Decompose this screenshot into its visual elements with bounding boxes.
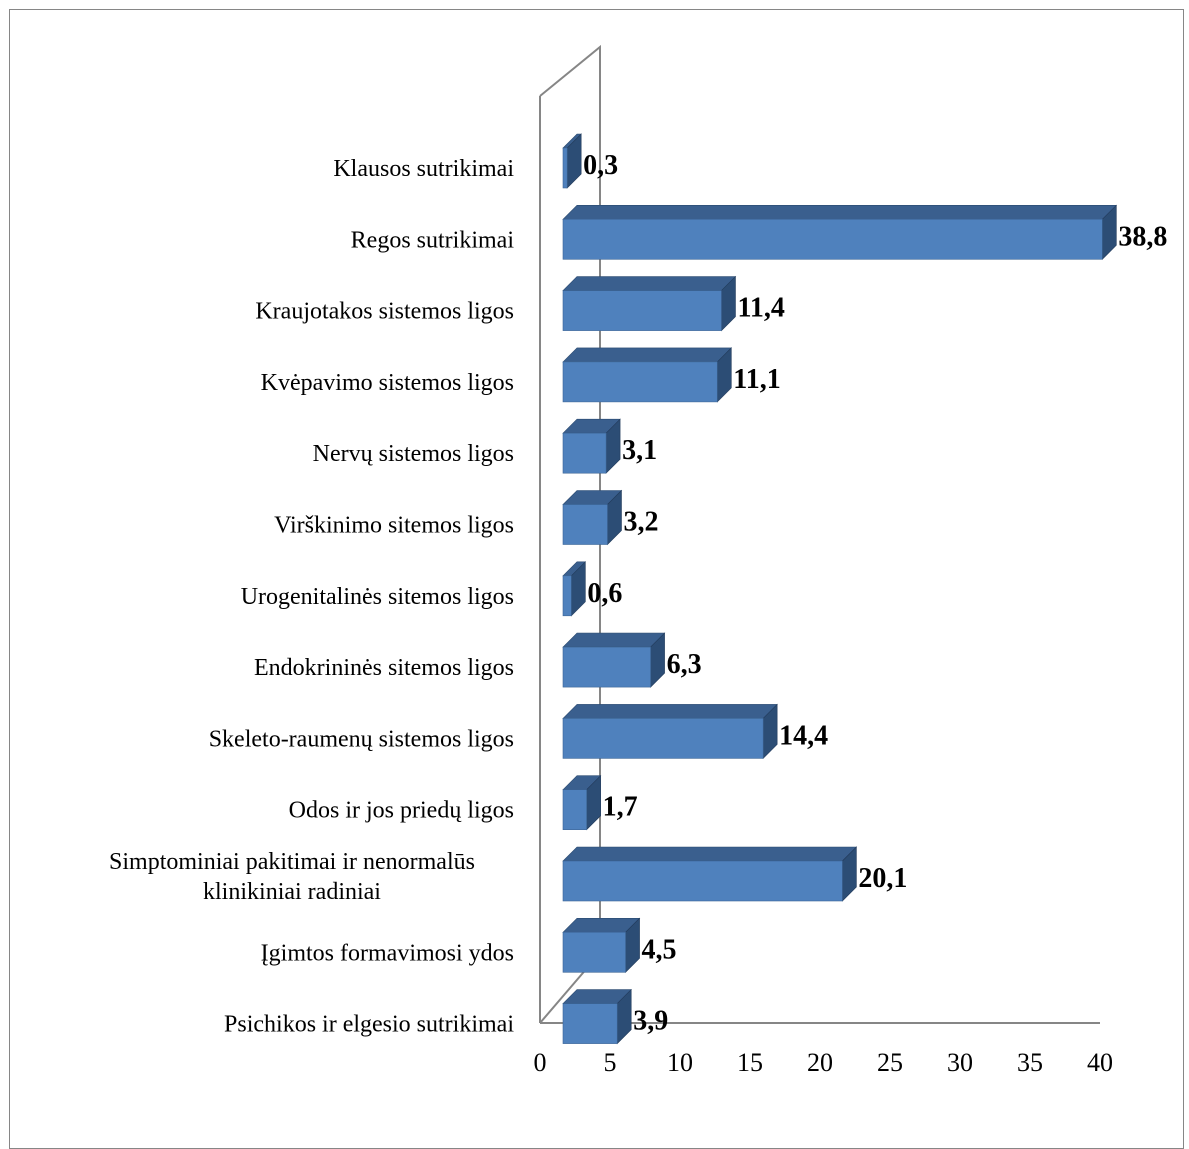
bar: [562, 774, 602, 831]
x-tick-label: 5: [604, 1048, 617, 1077]
category-label: Kvėpavimo sistemos ligos: [261, 370, 514, 396]
bar-top-face: [562, 704, 778, 719]
category-label: Klausos sutrikimai: [333, 156, 514, 182]
x-tick-label: 10: [667, 1048, 693, 1077]
category-label: Psichikos ir elgesio sutrikimai: [224, 1012, 514, 1038]
bar-front-face: [562, 789, 587, 831]
category-labels: Klausos sutrikimai Regos sutrikimai Kraujo…: [109, 156, 514, 1038]
data-label: 0,3: [583, 150, 618, 181]
bar-top-face: [562, 276, 737, 291]
category-label: Skeleto-raumenų sistemos ligos: [209, 726, 514, 752]
bar: [562, 703, 778, 760]
bar: [562, 917, 641, 974]
bar-top-face: [562, 347, 733, 363]
x-tick-label: 35: [1017, 1048, 1043, 1077]
data-label: 11,1: [733, 364, 780, 395]
category-label: Virškinimo sitemos ligos: [274, 513, 514, 539]
bar: [562, 489, 623, 546]
bar-front-face: [562, 718, 764, 759]
bar-front-face: [562, 931, 626, 973]
x-axis-tick-labels: 0 5 10 15 20 25 30 35 40: [534, 1048, 1114, 1077]
bar-front-face: [562, 147, 568, 189]
bar-top-face: [562, 846, 858, 862]
data-label: 0,6: [587, 578, 622, 609]
category-label: Nervų sistemos ligos: [313, 441, 514, 467]
data-label: 11,4: [737, 293, 784, 324]
data-label: 14,4: [779, 720, 828, 751]
x-tick-label: 40: [1087, 1048, 1113, 1077]
category-label: Odos ir jos priedų ligos: [289, 798, 514, 824]
bar-front-face: [562, 860, 843, 902]
x-tick-label: 25: [877, 1048, 903, 1077]
category-label: Įgimtos formavimosi ydos: [261, 940, 514, 966]
bar-front-face: [562, 432, 607, 474]
bar: [562, 418, 621, 474]
data-label: 20,1: [858, 863, 907, 894]
bars-group: [562, 133, 1118, 1045]
bar: [562, 846, 858, 902]
category-label: Simptominiai pakitimai ir nenormalūs: [109, 849, 475, 875]
x-tick-label: 15: [737, 1048, 763, 1077]
data-label: 1,7: [603, 792, 638, 823]
data-label: 3,9: [633, 1006, 668, 1037]
data-labels: 0,3 38,8 11,4 11,1 3,1 3,2 0,6 6,3 14,4 1,7 20,1 4,…: [583, 150, 1167, 1037]
bar: [562, 632, 666, 688]
bar: [562, 204, 1118, 261]
data-label: 3,1: [622, 435, 657, 466]
data-label: 38,8: [1118, 221, 1167, 252]
bar: [562, 561, 587, 617]
category-label: Regos sutrikimai: [351, 227, 515, 253]
bar: [562, 988, 632, 1045]
bar-front-face: [562, 575, 572, 617]
bar-front-face: [562, 504, 608, 545]
bar: [562, 275, 737, 332]
bar-front-face: [562, 361, 718, 403]
category-label: Urogenitalinės sitemos ligos: [241, 584, 514, 610]
data-label: 3,2: [623, 507, 658, 538]
bar-front-face: [562, 290, 722, 331]
bar-front-face: [562, 219, 1103, 260]
x-tick-label: 30: [947, 1048, 973, 1077]
data-label: 4,5: [642, 934, 677, 965]
x-tick-label: 0: [534, 1048, 547, 1077]
bar-front-face: [562, 646, 651, 688]
bar-front-face: [562, 1003, 618, 1044]
bar: [562, 347, 733, 403]
category-label: klinikiniai radiniai: [203, 879, 381, 905]
bar-top-face: [562, 205, 1118, 220]
x-tick-label: 20: [807, 1048, 833, 1077]
category-label: Kraujotakos sistemos ligos: [255, 299, 514, 325]
bar-top-face: [562, 632, 666, 648]
data-label: 6,3: [667, 649, 702, 680]
bar: [562, 133, 582, 189]
category-label: Endokrininės sitemos ligos: [254, 655, 514, 681]
